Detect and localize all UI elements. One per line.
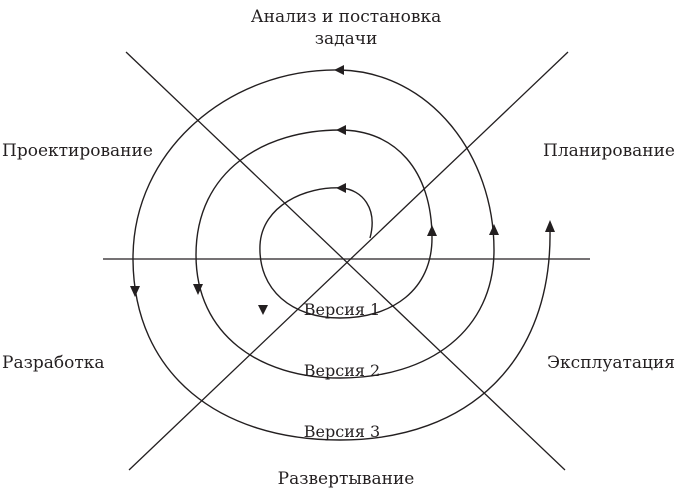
arrow-outer-end [545,220,555,232]
arrow-mid-top [336,125,346,135]
label-development: Разработка [2,353,105,373]
arrow-inner-top [336,183,346,193]
label-planning: Планирование [543,141,675,161]
spiral-path [132,69,551,441]
label-version-1: Версия 1 [304,300,380,319]
diagonal-axis-ascending [128,51,569,471]
label-version-2: Версия 2 [304,361,380,380]
arrow-outer-left [130,286,140,297]
label-design: Проектирование [2,141,153,161]
label-analysis-line1: Анализ и постановка [251,7,441,27]
arrow-inner-left [258,305,268,315]
diagonal-axis-descending [125,51,566,471]
arrow-right-ring1 [427,225,437,236]
arrow-outer-top [334,65,344,75]
arrow-mid-left [193,284,203,295]
label-operation: Эксплуатация [547,353,675,373]
arrow-right-ring2 [489,224,499,235]
label-analysis-line2: задачи [315,29,378,49]
label-deployment: Развертывание [278,469,415,489]
label-version-3: Версия 3 [304,422,380,441]
